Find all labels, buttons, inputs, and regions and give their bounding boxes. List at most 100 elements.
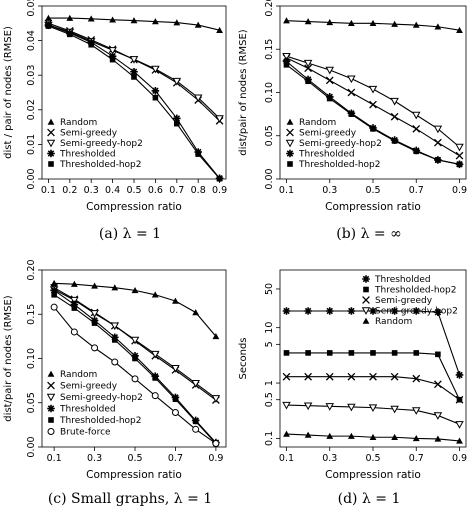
legend-marker [47,370,55,377]
y-tick-label: 0.10 [264,82,275,103]
y-tick-label: 50 [264,283,275,295]
data-point [282,57,291,66]
data-point [348,111,355,117]
data-point [282,52,291,61]
data-point [369,307,377,315]
data-point [347,75,356,84]
data-point [434,380,442,389]
data-point [173,120,180,127]
data-point [413,148,420,155]
data-point [412,435,420,442]
series-random [283,17,463,33]
data-point [109,16,117,23]
data-point [194,21,202,28]
y-tick-label: 0.04 [26,30,37,51]
data-point [412,407,421,415]
data-point [326,432,334,439]
data-point [369,100,377,109]
chart-panel-4: 0.1 0.3 0.5 0.7 0.9 0.1 0.5 1 5 10 50 Compression r… [238,269,467,507]
data-point [152,94,159,101]
y-tick-label: 0.15 [264,39,275,60]
legend-marker [286,128,294,137]
series-line [286,310,461,376]
x-tick-label: 0.9 [208,453,223,464]
y-tick-label: 0.5 [264,392,275,407]
x-tick-label: 0.8 [191,185,206,196]
data-point [110,322,120,331]
data-point [70,280,78,287]
legend-entry: Thresholded-hop2 [374,286,457,296]
y-tick-label: 0.00 [26,168,37,189]
legend-marker [47,428,55,435]
legend-entry: Random [60,118,97,128]
data-point [347,403,356,412]
legend-entry: Semi-greedy [60,382,118,392]
series-semi-greedy [282,372,464,404]
data-point [347,88,356,97]
legend-marker [362,296,370,304]
x-tick-label: 0.9 [452,453,467,464]
x-tick-label: 0.2 [62,185,77,196]
data-point [433,412,443,420]
y-tick-label: 0.05 [26,392,37,413]
data-point [151,86,160,95]
y-tick-label: 0.05 [26,0,37,17]
data-point [305,350,311,356]
data-point [108,52,117,60]
data-point [173,19,181,26]
data-point [303,59,313,68]
series-thresholded [282,307,464,379]
data-point [347,19,355,27]
legend-entry: Random [60,370,97,380]
x-tick-label: 0.1 [47,453,62,464]
y-tick-label: 0.20 [26,259,37,280]
series-thresholded-hop2 [51,291,219,447]
legend-marker [286,149,294,158]
data-point [129,56,139,64]
data-point [283,62,290,68]
legend: RandomSemi-greedySemi-greedy-hop2Thresho… [285,118,382,170]
x-tick-label: 0.1 [279,185,294,196]
y-tick-label: 0.01 [26,134,37,155]
data-point [369,372,377,381]
data-point [45,23,52,29]
data-point [413,350,420,356]
legend-entry: Thresholded [298,150,355,160]
legend-entry: Semi-greedy [60,129,118,139]
data-point [391,20,399,27]
series-random [45,14,223,33]
data-point [131,286,139,294]
legend-entry: Thresholded-hop2 [59,416,142,426]
chart-panel-2: 0.1 0.3 0.5 0.7 0.9 0.00 0.05 0.10 0.15 0.20 Compr… [238,0,467,242]
x-tick-label: 0.3 [84,185,99,196]
data-point [412,21,420,28]
data-point [348,350,355,356]
series-random [50,279,220,340]
data-point [435,157,441,163]
y-tick-label: 0.1 [264,431,275,446]
x-tick-label: 0.3 [322,185,337,196]
chart-caption: (b) λ = ∞ [336,226,402,242]
data-point [70,300,79,309]
y-tick-label: 10 [264,322,275,334]
y-tick-label: 5 [264,341,275,347]
data-point [369,19,377,27]
data-point [211,395,221,403]
data-point [412,111,421,120]
x-tick-label: 0.4 [105,185,120,196]
legend-entry: Semi-greedy-hop2 [60,393,143,403]
data-point [304,307,312,315]
data-point [150,350,160,359]
data-point [305,78,311,85]
data-point [70,328,78,336]
legend-marker [286,118,294,125]
y-tick-label: 0.10 [26,348,37,369]
legend-entry: Thresholded [59,150,116,160]
data-point [108,47,117,55]
series-brute-force [50,303,220,447]
y-tick-label: 0.02 [26,99,37,120]
data-point [391,433,399,440]
y-axis-label: Seconds [238,337,249,379]
data-point [412,124,421,133]
